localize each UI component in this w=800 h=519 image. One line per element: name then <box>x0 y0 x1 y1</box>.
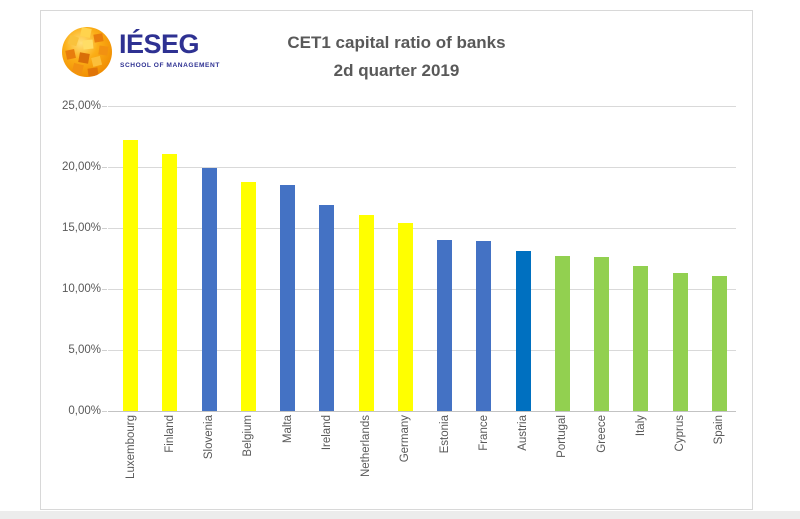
y-tick-20 <box>102 166 107 168</box>
x-axis-label-belgium: Belgium <box>242 415 255 457</box>
chart-title: CET1 capital ratio of banks 2d quarter 2… <box>41 29 752 85</box>
x-axis-label-cyprus: Cyprus <box>674 415 687 452</box>
gridline-5 <box>108 349 736 351</box>
page-bottom-strip <box>0 511 800 519</box>
y-tick-5 <box>102 349 107 351</box>
chart-title-line2: 2d quarter 2019 <box>333 61 460 80</box>
bar-germany <box>397 223 413 411</box>
x-axis-label-luxembourg: Luxembourg <box>124 415 137 479</box>
bar-slovenia <box>201 168 217 411</box>
gridline-20 <box>108 166 736 168</box>
bar-belgium <box>240 181 256 411</box>
x-axis-label-austria: Austria <box>517 415 530 451</box>
y-tick-15 <box>102 227 107 229</box>
bar-netherlands <box>358 214 374 411</box>
x-axis-label-greece: Greece <box>595 415 608 453</box>
bar-italy <box>633 265 649 411</box>
ieseg-logo: IÉSEG SCHOOL OF MANAGEMENT <box>61 23 231 85</box>
bar-malta <box>280 185 296 411</box>
x-axis-label-germany: Germany <box>399 415 412 463</box>
x-axis-label-slovenia: Slovenia <box>203 415 216 460</box>
chart-slide: IÉSEG SCHOOL OF MANAGEMENT CET1 capital … <box>40 10 753 510</box>
y-tick-25 <box>102 105 107 107</box>
bar-cyprus <box>672 273 688 411</box>
bar-austria <box>515 251 531 411</box>
bar-greece <box>594 257 610 411</box>
y-tick-0 <box>102 410 107 412</box>
gridline-0 <box>108 410 736 412</box>
gridline-25 <box>108 105 736 107</box>
x-axis-label-netherlands: Netherlands <box>360 415 373 478</box>
x-axis-label-portugal: Portugal <box>556 415 569 458</box>
x-axis-label-malta: Malta <box>281 415 294 444</box>
gridline-15 <box>108 227 736 229</box>
x-axis-label-france: France <box>477 415 490 451</box>
gridline-10 <box>108 288 736 290</box>
bar-luxembourg <box>123 140 139 411</box>
bar-estonia <box>437 240 453 411</box>
x-axis-label-italy: Italy <box>634 415 647 437</box>
x-axis-label-ireland: Ireland <box>320 415 333 451</box>
x-axis-label-estonia: Estonia <box>438 415 451 454</box>
bar-finland <box>162 153 178 411</box>
y-tick-10 <box>102 288 107 290</box>
ieseg-wordmark: IÉSEG <box>119 29 200 59</box>
bar-ireland <box>319 204 335 411</box>
y-axis-label-15: 15,00% <box>61 222 101 234</box>
bar-france <box>476 241 492 411</box>
bar-portugal <box>554 256 570 411</box>
x-axis-label-spain: Spain <box>713 415 726 445</box>
ieseg-tagline: SCHOOL OF MANAGEMENT <box>120 62 220 69</box>
plot-area <box>108 105 736 412</box>
y-axis-label-25: 25,00% <box>61 100 101 112</box>
y-axis-label-20: 20,00% <box>61 161 101 173</box>
y-axis-label-10: 10,00% <box>61 283 101 295</box>
y-axis-label-0: 0,00% <box>68 405 101 417</box>
bar-spain <box>711 275 727 411</box>
ieseg-globe-icon <box>62 27 112 77</box>
chart-title-line1: CET1 capital ratio of banks <box>287 33 506 52</box>
y-axis-label-5: 5,00% <box>68 344 101 356</box>
x-axis-label-finland: Finland <box>163 415 176 453</box>
